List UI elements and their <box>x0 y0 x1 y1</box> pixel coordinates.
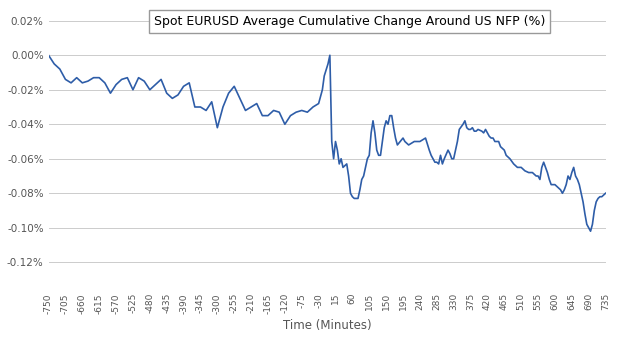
Text: Spot EURUSD Average Cumulative Change Around US NFP (%): Spot EURUSD Average Cumulative Change Ar… <box>154 15 545 28</box>
X-axis label: Time (Minutes): Time (Minutes) <box>283 319 371 332</box>
